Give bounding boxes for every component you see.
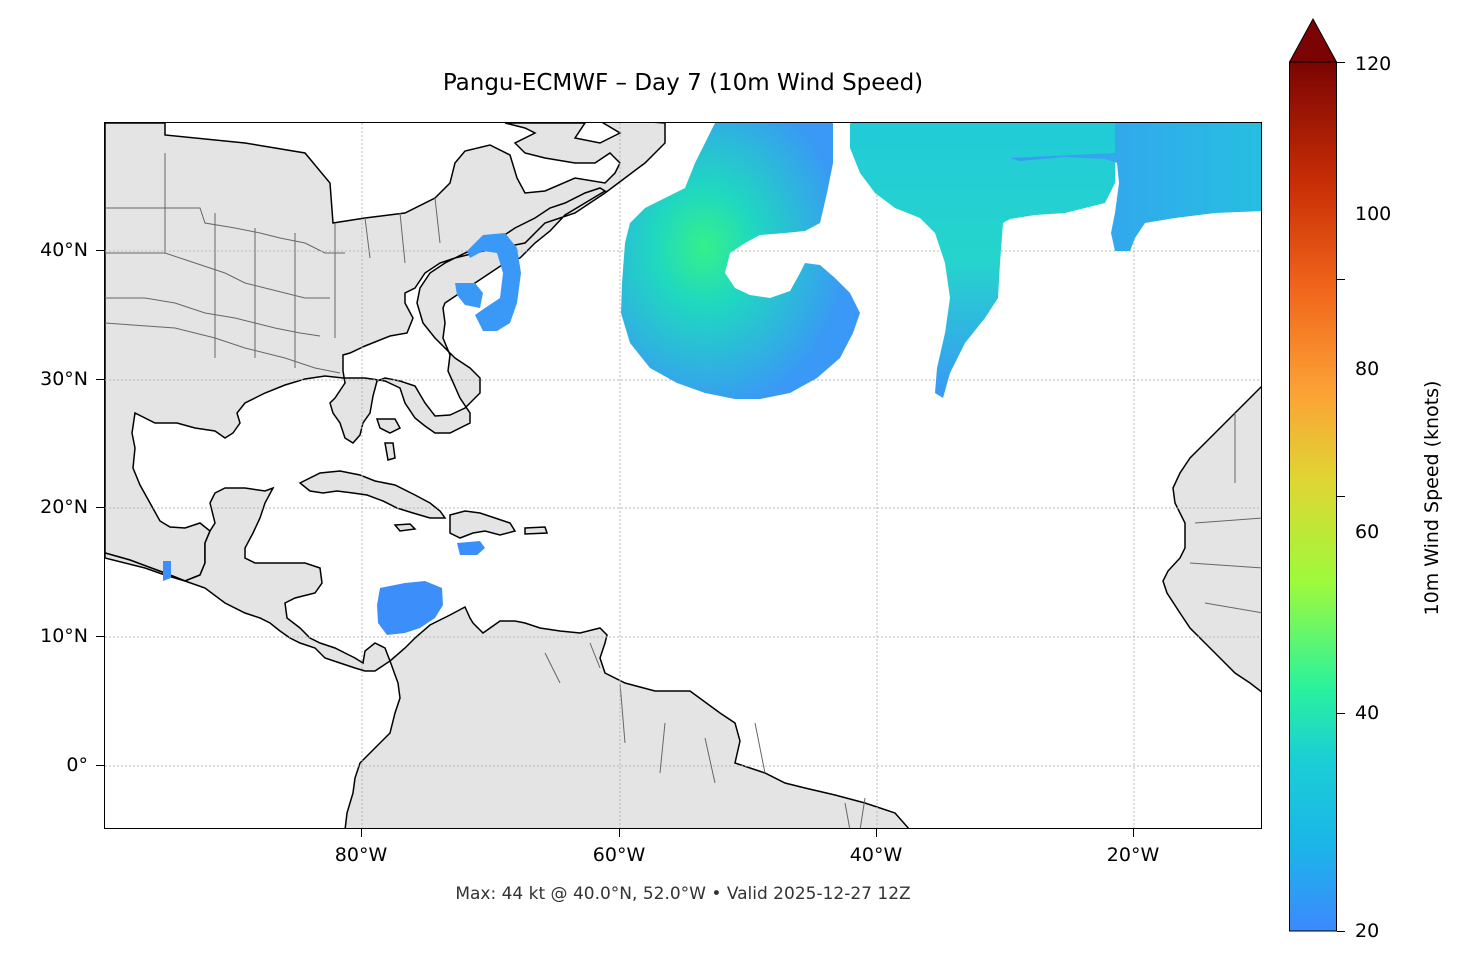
cbar-tick-label-120: 120 bbox=[1355, 53, 1392, 75]
cuba-island bbox=[298, 470, 447, 519]
max-wind-footer: Max: 44 kt @ 40.0°N, 52.0°W • Valid 2025… bbox=[455, 884, 911, 904]
north-america-land bbox=[105, 123, 666, 582]
lon-tick-60w bbox=[619, 829, 620, 837]
wind-patch-puerto-rico bbox=[457, 541, 485, 555]
colorbar bbox=[1289, 18, 1337, 932]
gridlines bbox=[105, 123, 1261, 828]
bahamas-island bbox=[375, 418, 402, 461]
wind-patch-caribbean bbox=[377, 581, 443, 635]
wind-band-eastern-atlantic bbox=[850, 123, 1115, 398]
cbar-tick-label-60: 60 bbox=[1355, 521, 1380, 543]
lat-label-40: 40°N bbox=[40, 239, 88, 261]
africa-land bbox=[1162, 385, 1261, 693]
cbar-tick-label-80: 80 bbox=[1355, 358, 1380, 380]
lon-label-60w: 60°W bbox=[592, 844, 646, 866]
lon-label-40w: 40°W bbox=[849, 844, 903, 866]
jamaica-island bbox=[393, 523, 417, 532]
lat-tick-20 bbox=[96, 507, 104, 508]
cbar-tick-label-40: 40 bbox=[1355, 702, 1380, 724]
cbar-tick-label-20: 20 bbox=[1355, 920, 1380, 942]
lon-label-20w: 20°W bbox=[1106, 844, 1160, 866]
wind-gyre-mid-atlantic bbox=[621, 123, 860, 399]
wind-patch-pacific bbox=[163, 561, 171, 581]
lon-tick-20w bbox=[1133, 829, 1134, 837]
hispaniola-island bbox=[449, 510, 517, 539]
lat-tick-10 bbox=[96, 636, 104, 637]
puerto-rico-island bbox=[524, 526, 549, 535]
cbar-tick-20 bbox=[1337, 931, 1345, 932]
cbar-tick-60 bbox=[1337, 496, 1345, 497]
lat-label-20: 20°N bbox=[40, 496, 88, 518]
lon-label-80w: 80°W bbox=[334, 844, 388, 866]
lat-label-10: 10°N bbox=[40, 625, 88, 647]
cbar-tick-40 bbox=[1337, 713, 1345, 714]
map-panel[interactable] bbox=[104, 122, 1262, 829]
colorbar-extend-arrow bbox=[1289, 18, 1337, 63]
cbar-tick-80 bbox=[1337, 279, 1345, 280]
cbar-tick-100 bbox=[1337, 62, 1345, 63]
lat-tick-0 bbox=[96, 765, 104, 766]
lon-tick-80w bbox=[361, 829, 362, 837]
chart-title: Pangu-ECMWF – Day 7 (10m Wind Speed) bbox=[442, 70, 924, 96]
lon-tick-40w bbox=[876, 829, 877, 837]
lat-tick-30 bbox=[96, 379, 104, 380]
colorbar-label: 10m Wind Speed (knots) bbox=[1421, 380, 1443, 616]
admin-borders bbox=[105, 153, 1261, 828]
cbar-tick-label-100: 100 bbox=[1355, 203, 1392, 225]
wind-ring-off-new-england bbox=[455, 233, 521, 331]
south-america-land bbox=[344, 605, 910, 828]
central-america-land bbox=[105, 486, 391, 672]
lat-label-0: 0° bbox=[66, 754, 88, 776]
lat-tick-40 bbox=[96, 250, 104, 251]
lat-label-30: 30°N bbox=[40, 368, 88, 390]
map-canvas bbox=[105, 123, 1261, 828]
wind-jet-northeast bbox=[1010, 123, 1261, 251]
